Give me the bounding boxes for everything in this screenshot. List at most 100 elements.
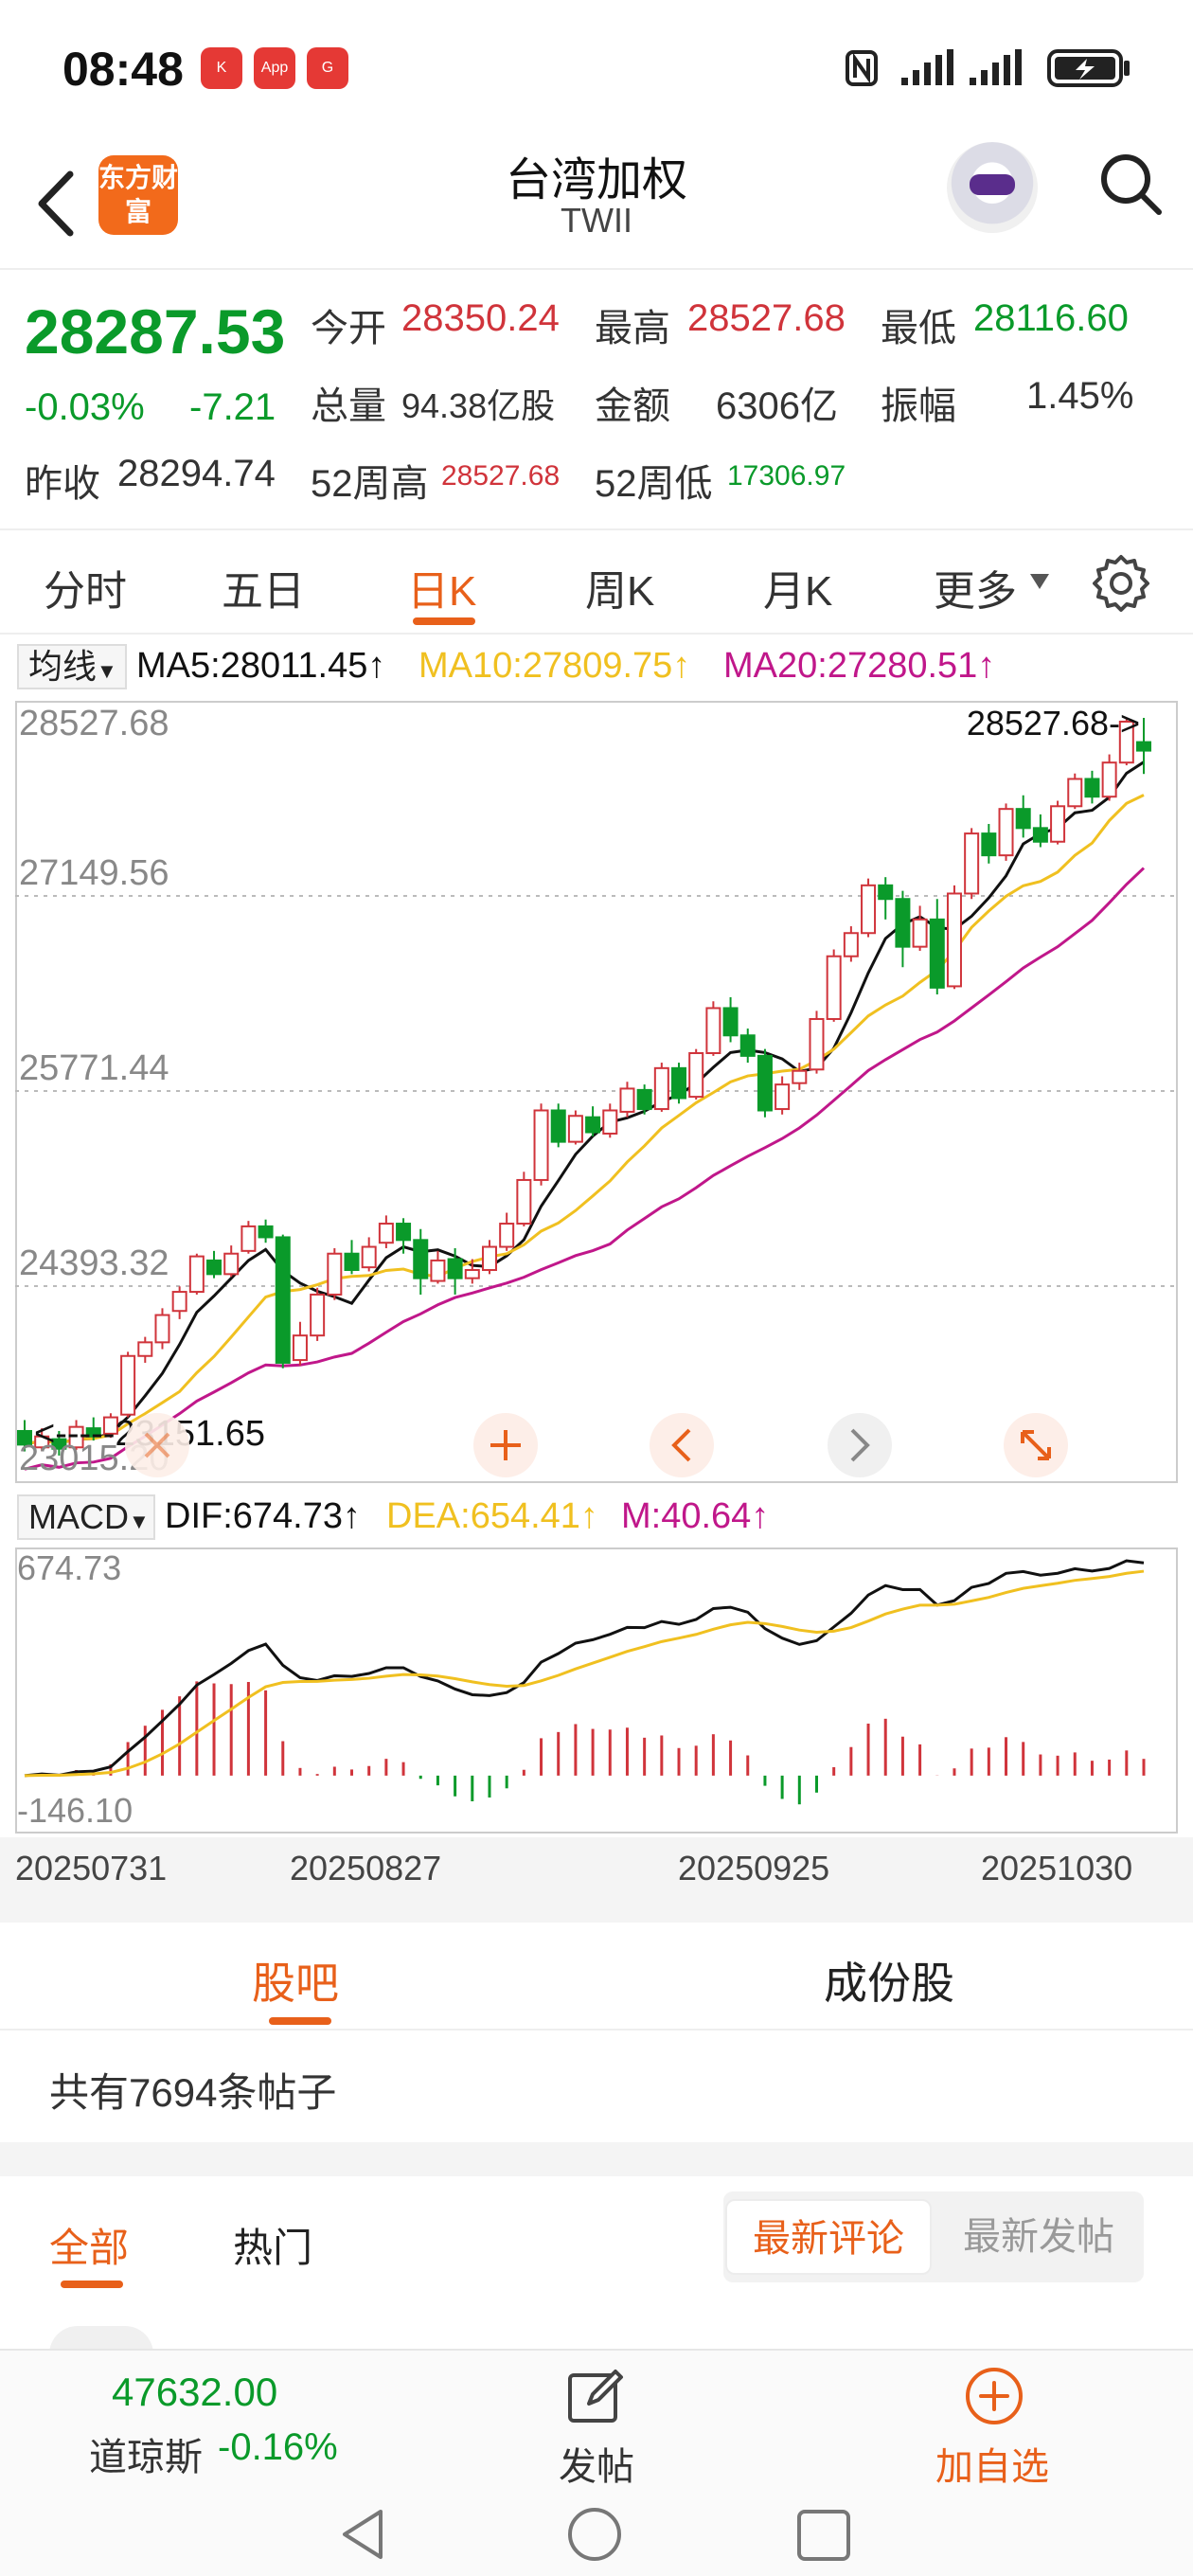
dea-line — [24, 1569, 1145, 1778]
candle-body — [344, 1252, 360, 1272]
amount-label: 金额 — [595, 385, 670, 427]
tab-stock-forum[interactable]: 股吧 — [252, 1959, 339, 2008]
gear-icon[interactable] — [1091, 553, 1151, 614]
dow-jones-value[interactable]: 47632.00 — [112, 2370, 278, 2414]
nfc-icon — [846, 50, 878, 86]
eastmoney-logo: 东方财富 — [98, 155, 178, 235]
candle-body — [188, 1255, 205, 1294]
macd-legend: MACD▼ DIF:674.73↑ DEA:654.41↑ M:40.64↑ — [0, 1489, 1193, 1549]
m-value: M:40.64 — [621, 1496, 752, 1536]
tab-daily-k[interactable]: 日K — [407, 568, 477, 615]
notification-app-icon-2: G — [307, 47, 348, 89]
battery-icon — [1047, 49, 1130, 87]
signal-icon — [901, 49, 953, 85]
back-arrow-icon[interactable] — [28, 161, 85, 246]
chart-control-next[interactable] — [828, 1413, 892, 1477]
candle-body — [327, 1252, 343, 1296]
candle-body — [447, 1258, 463, 1279]
open-value: 28350.24 — [401, 297, 560, 339]
candle-body — [1015, 808, 1031, 830]
chart-control-zoom-out[interactable] — [125, 1413, 189, 1477]
candle-body — [946, 892, 962, 988]
candle-body — [206, 1259, 223, 1276]
ma20-value: MA20:27280.51 — [723, 646, 978, 686]
add-favorite-label[interactable]: 加自选 — [935, 2446, 1049, 2488]
ma10-legend: MA10:27809.75↑ — [418, 646, 690, 687]
candle-body — [826, 955, 842, 1020]
x-tick-1: 20250731 — [15, 1849, 168, 1887]
change-amount: -7.21 — [189, 386, 276, 428]
x-tick-2: 20250827 — [290, 1849, 442, 1887]
change-percent: -0.03% — [25, 386, 145, 428]
low52-value: 17306.97 — [727, 460, 846, 492]
chart-control-expand[interactable] — [1004, 1413, 1068, 1477]
candle-body — [102, 1416, 118, 1435]
macd-selector[interactable]: MACD▼ — [17, 1494, 155, 1540]
post-button-label[interactable]: 发帖 — [559, 2446, 634, 2488]
low-value: 28116.60 — [973, 297, 1129, 339]
low52-label: 52周低 — [595, 463, 713, 505]
search-icon[interactable] — [1096, 150, 1165, 218]
candle-body — [361, 1245, 377, 1269]
bottom-action-bar: 47632.00 道琼斯 -0.16% 发帖 加自选 — [0, 2349, 1193, 2500]
filter-all[interactable]: 全部 — [49, 2226, 130, 2270]
high-value: 28527.68 — [687, 297, 846, 339]
candle-body — [964, 832, 980, 895]
candle-body — [1032, 827, 1048, 843]
candle-body — [998, 808, 1014, 857]
candle-body — [895, 898, 911, 948]
nav-home-icon[interactable] — [564, 2506, 625, 2567]
tab-monthly-k[interactable]: 月K — [763, 568, 833, 615]
sort-latest-comment[interactable]: 最新评论 — [725, 2199, 932, 2275]
tab-constituents[interactable]: 成份股 — [824, 1959, 954, 2008]
assistant-avatar[interactable] — [947, 142, 1038, 233]
candle-body — [430, 1259, 446, 1282]
ma-selector[interactable]: 均线▼ — [17, 644, 127, 689]
community-tabs: 股吧 成份股 — [0, 1924, 1193, 2030]
high52-label: 52周高 — [311, 463, 429, 505]
nav-recents-icon[interactable] — [793, 2506, 854, 2567]
add-favorite-icon[interactable] — [964, 2366, 1024, 2426]
edit-post-icon[interactable] — [566, 2368, 625, 2426]
ma5-legend: MA5:28011.45↑ — [136, 646, 385, 687]
candle-body — [929, 918, 945, 989]
candle-body — [275, 1236, 291, 1364]
macd-chart[interactable]: 674.73 -146.10 — [15, 1547, 1178, 1834]
candle-body — [567, 1115, 583, 1143]
nav-back-icon[interactable] — [335, 2506, 392, 2563]
candle-body — [1101, 761, 1117, 798]
volume-value: 94.38亿股 — [401, 386, 556, 425]
amplitude-value: 1.45% — [1026, 375, 1134, 417]
tab-intraday[interactable]: 分时 — [44, 568, 127, 615]
y-tick-4: 24393.32 — [19, 1243, 169, 1283]
dow-jones-label[interactable]: 道琼斯 — [89, 2437, 203, 2478]
candle-body — [775, 1083, 791, 1111]
sort-latest-post[interactable]: 最新发帖 — [963, 2216, 1114, 2258]
candle-body — [671, 1066, 687, 1100]
candle-body — [878, 884, 894, 901]
filter-hot[interactable]: 热门 — [233, 2226, 313, 2270]
amount-value: 6306亿 — [716, 385, 838, 427]
chart-control-add[interactable] — [473, 1413, 538, 1477]
candle-body — [137, 1341, 153, 1357]
tab-five-day[interactable]: 五日 — [222, 568, 305, 615]
dow-jones-change[interactable]: -0.16% — [218, 2426, 338, 2468]
chart-control-prev[interactable] — [650, 1413, 714, 1477]
macd-axis-bottom: -146.10 — [17, 1791, 133, 1830]
tab-weekly-k[interactable]: 周K — [585, 568, 655, 615]
section-divider — [0, 2142, 1193, 2176]
candle-body — [120, 1354, 136, 1416]
candle-body — [51, 1438, 67, 1450]
tab-more[interactable]: 更多 — [934, 568, 1017, 615]
candle-body — [792, 1069, 808, 1084]
app-gallery-icon: App — [254, 47, 295, 89]
ma-selector-label: 均线 — [28, 647, 98, 686]
post-count: 共有7694条帖子 — [49, 2070, 337, 2115]
candle-body — [258, 1225, 274, 1239]
page-title: 台湾加权 — [505, 155, 687, 206]
candlestick-chart[interactable]: 28527.68 27149.56 25771.44 24393.32 2301… — [15, 701, 1178, 1483]
candle-body — [378, 1223, 394, 1244]
m-arrow: ↑ — [751, 1496, 770, 1536]
candle-body — [516, 1178, 532, 1225]
high52-value: 28527.68 — [441, 460, 561, 492]
